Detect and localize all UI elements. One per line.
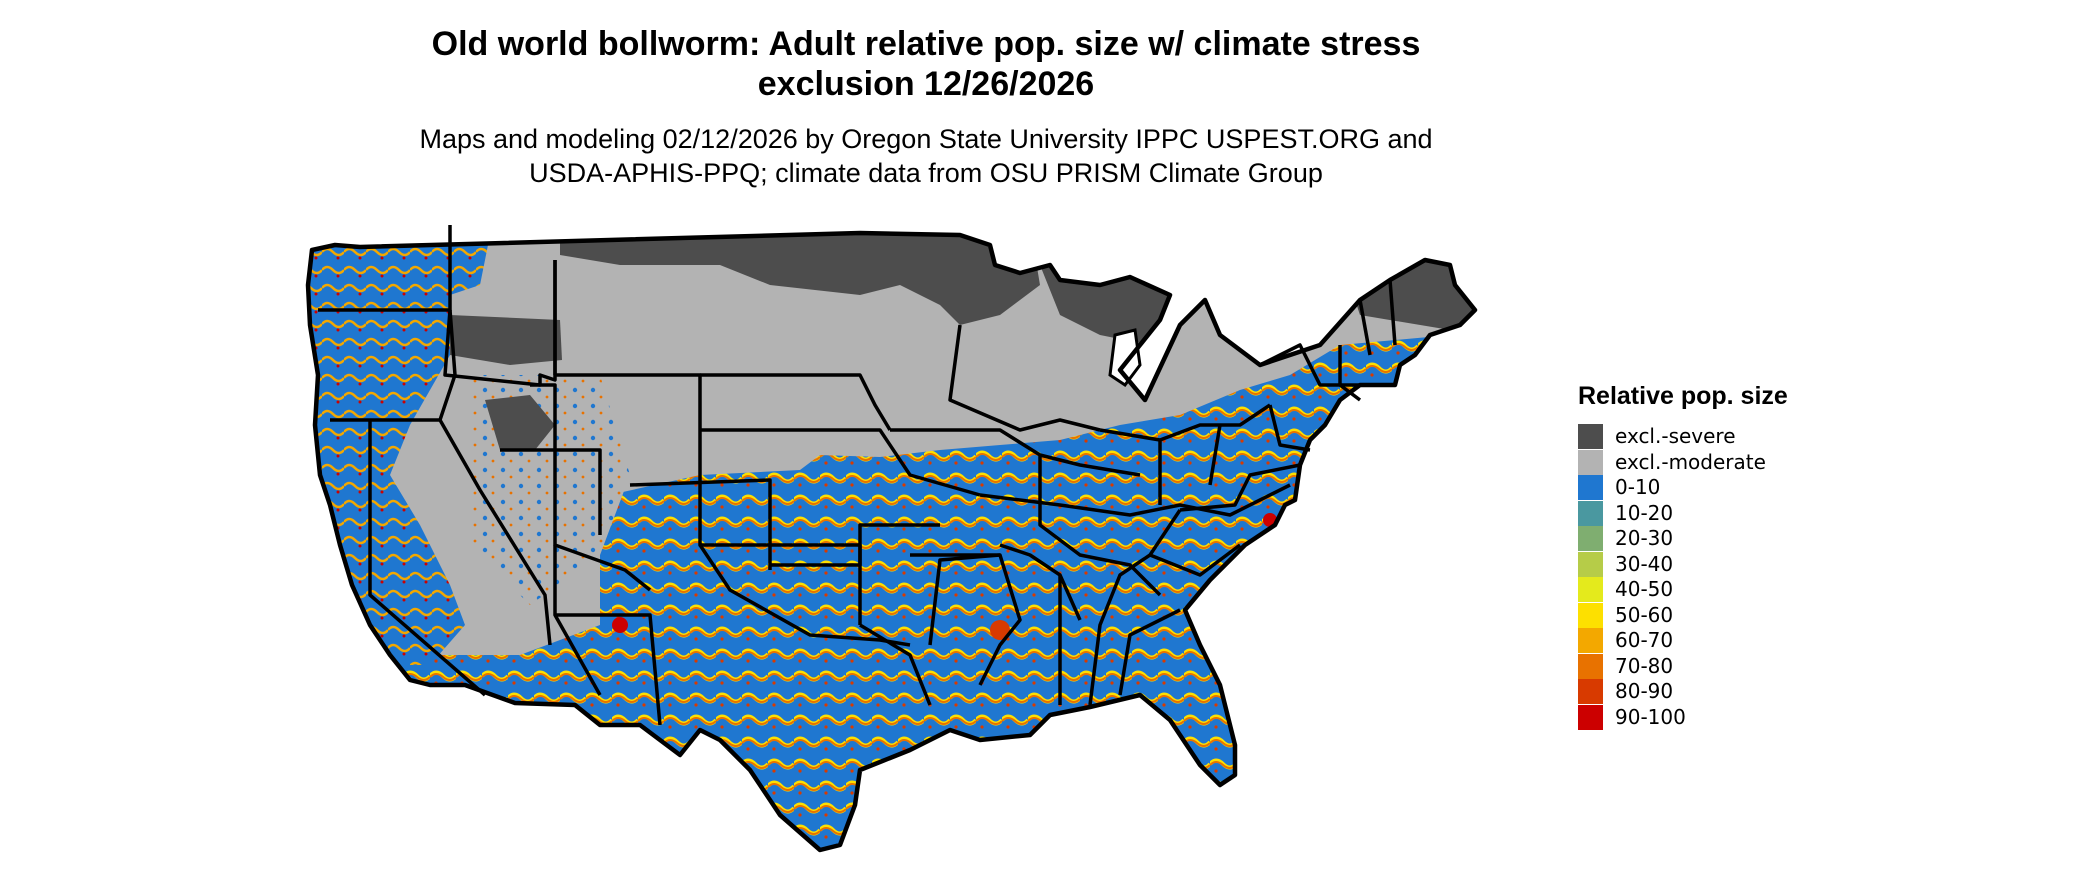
- legend-item: 80-90: [1578, 679, 1788, 705]
- legend: Relative pop. size excl.-severe excl.-mod…: [1578, 380, 1788, 730]
- legend-item: 40-50: [1578, 577, 1788, 603]
- legend-label: 30-40: [1615, 551, 1674, 576]
- legend-swatch: [1578, 679, 1603, 705]
- legend-item: 30-40: [1578, 551, 1788, 578]
- legend-label: 70-80: [1615, 653, 1674, 678]
- legend-item: 70-80: [1578, 653, 1788, 680]
- subtitle-line-2: USDA-APHIS-PPQ; climate data from OSU PR…: [529, 158, 1323, 188]
- state-borders: [318, 225, 1397, 726]
- legend-swatch: [1578, 577, 1603, 603]
- legend-label: 40-50: [1615, 577, 1674, 602]
- legend-label: 90-100: [1615, 704, 1686, 729]
- legend-swatch: [1578, 424, 1603, 450]
- legend-swatch: [1578, 551, 1603, 577]
- map-title: Old world bollworm: Adult relative pop. …: [0, 24, 1852, 104]
- legend-swatch: [1578, 602, 1603, 628]
- legend-swatch: [1578, 449, 1603, 475]
- legend-item: excl.-moderate: [1578, 449, 1788, 476]
- legend-label: 60-70: [1615, 628, 1674, 653]
- legend-item: 10-20: [1578, 500, 1788, 527]
- legend-item: 20-30: [1578, 526, 1788, 552]
- legend-label: 10-20: [1615, 500, 1674, 525]
- legend-swatch: [1578, 704, 1603, 730]
- map-fill: [308, 233, 1475, 850]
- legend-label: 80-90: [1615, 679, 1674, 704]
- legend-swatch: [1578, 475, 1603, 501]
- legend-swatch: [1578, 628, 1603, 654]
- legend-item: 0-10: [1578, 475, 1788, 501]
- legend-items: excl.-severe excl.-moderate 0-10 10-20 20-30…: [1578, 424, 1788, 730]
- legend-label: excl.-severe: [1615, 424, 1736, 449]
- subtitle-line-1: Maps and modeling 02/12/2026 by Oregon S…: [419, 124, 1433, 154]
- legend-label: 50-60: [1615, 602, 1674, 627]
- map-subtitle: Maps and modeling 02/12/2026 by Oregon S…: [0, 122, 1852, 190]
- legend-swatch: [1578, 653, 1603, 679]
- legend-item: 50-60: [1578, 602, 1788, 629]
- legend-label: 0-10: [1615, 475, 1661, 500]
- legend-label: excl.-moderate: [1615, 449, 1766, 474]
- legend-item: 60-70: [1578, 628, 1788, 654]
- title-line-2: exclusion 12/26/2026: [757, 65, 1095, 103]
- legend-swatch: [1578, 526, 1603, 552]
- legend-item: 90-100: [1578, 704, 1788, 731]
- legend-title: Relative pop. size: [1578, 382, 1788, 410]
- legend-item: excl.-severe: [1578, 424, 1788, 450]
- legend-swatch: [1578, 500, 1603, 526]
- legend-label: 20-30: [1615, 526, 1674, 551]
- title-line-1: Old world bollworm: Adult relative pop. …: [431, 25, 1421, 63]
- us-map: [300, 225, 1560, 890]
